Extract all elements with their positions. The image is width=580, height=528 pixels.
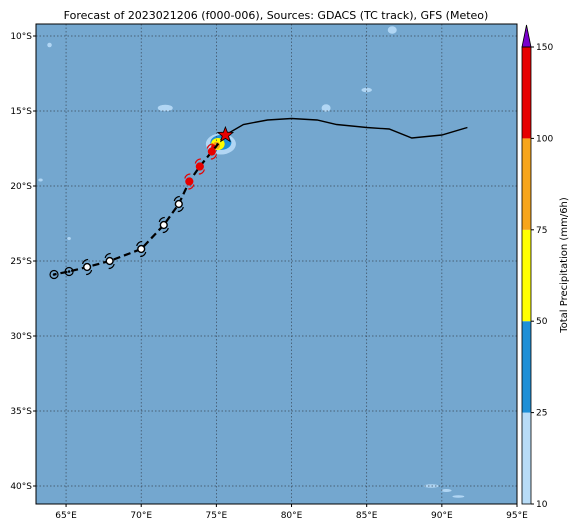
past-track-line — [225, 117, 468, 139]
y-tick-label: 20°S — [10, 182, 32, 192]
x-tick-label: 90°E — [431, 511, 453, 521]
storm-symbol — [158, 216, 169, 234]
storm-symbol-arm — [194, 158, 201, 164]
colorbar-tick-label: 150 — [536, 43, 553, 53]
storm-symbol-arm — [184, 173, 191, 179]
storm-symbol — [184, 173, 195, 190]
forecast-track-line — [53, 134, 227, 276]
colorbar-tick-label: 75 — [536, 226, 547, 236]
current-position-star — [216, 125, 235, 143]
storm-symbol — [173, 195, 184, 213]
x-tick-label: 80°E — [281, 511, 303, 521]
low-symbol — [49, 269, 59, 280]
precip-patch — [38, 178, 43, 182]
storm-symbol-arm — [206, 143, 213, 149]
precip-patch — [452, 495, 465, 498]
ocean-background — [36, 24, 517, 504]
precip-patch — [441, 489, 452, 492]
colorbar-extend-arrow — [521, 24, 532, 48]
storm-symbol-core — [174, 199, 183, 209]
y-tick-label: 30°S — [10, 332, 32, 342]
precip-patch — [423, 484, 439, 488]
storm-symbol-core — [195, 162, 204, 171]
storm-symbol-arm — [136, 240, 143, 247]
storm-symbol-arm — [108, 263, 115, 270]
storm-symbol-arm — [177, 206, 184, 213]
colorbar-segment — [522, 321, 531, 413]
low-symbol-ring — [64, 266, 74, 277]
colorbar-frame — [521, 46, 532, 505]
y-tick-label: 40°S — [10, 482, 32, 492]
storm-symbol — [136, 240, 147, 258]
colorbar-segment — [522, 412, 531, 504]
storm-symbol-arm — [188, 184, 195, 190]
storm-symbol-arm — [104, 252, 111, 259]
x-tick-label: 95°E — [506, 511, 528, 521]
colorbar-tick-label: 100 — [536, 134, 553, 144]
cyclone-tracks — [49, 117, 468, 280]
storm-symbol — [206, 143, 217, 160]
low-symbol-ring — [49, 269, 59, 280]
storm-symbol-arm — [173, 195, 180, 202]
colorbar-label: Total Precipitation (mm/6h) — [559, 197, 570, 334]
x-tick-label: 75°E — [206, 511, 228, 521]
storm-symbol-core — [185, 177, 194, 186]
y-tick-label: 25°S — [10, 257, 32, 267]
storm-symbol-core — [137, 244, 146, 254]
storm-symbol-arm — [140, 251, 147, 258]
colorbar-tick-label: 50 — [536, 317, 548, 327]
map-frame — [35, 23, 518, 505]
low-symbol-dot — [67, 270, 71, 273]
storm-symbol-arm — [198, 169, 205, 175]
precip-patch — [47, 42, 52, 48]
precip-patch — [387, 26, 397, 34]
x-tick-label: 65°E — [55, 511, 77, 521]
precip-patch — [157, 104, 173, 112]
storm-symbol-core — [159, 220, 168, 230]
y-tick-label: 15°S — [10, 107, 32, 117]
colorbar-tick-label: 10 — [536, 500, 548, 510]
storm-symbol-arm — [82, 258, 89, 265]
colorbar-tick-label: 25 — [536, 409, 547, 419]
storm-symbol-arm — [86, 269, 93, 276]
storm-symbol-core — [105, 256, 114, 266]
storm-symbol-arm — [158, 216, 165, 223]
storm-symbol-core — [83, 262, 92, 272]
colorbar-segment — [522, 229, 531, 322]
storm-symbol-arm — [210, 154, 217, 160]
y-axis-ticks: 10°S 15°S 20°S 25°S 30°S 35°S 40°S — [10, 32, 36, 492]
precip-patch — [321, 104, 331, 112]
storm-symbol-arm — [162, 227, 169, 234]
storm-symbol-core — [207, 147, 216, 156]
map-gridlines — [36, 24, 517, 504]
x-tick-label: 70°E — [130, 511, 152, 521]
storm-symbol — [82, 258, 93, 276]
y-tick-label: 10°S — [10, 32, 32, 42]
colorbar-segment — [522, 138, 531, 230]
x-tick-label: 85°E — [356, 511, 378, 521]
colorbar-segment — [522, 47, 531, 139]
storm-symbol — [194, 158, 205, 175]
precip-patch — [67, 237, 71, 240]
x-axis-ticks: 65°E 70°E 75°E 80°E 85°E 90°E 95°E — [55, 504, 528, 521]
colorbar: 10 25 50 75 100 150 — [521, 24, 553, 510]
storm-symbol — [104, 252, 115, 270]
chart-title: Forecast of 2023021206 (f000-006), Sourc… — [64, 9, 489, 22]
y-tick-label: 35°S — [10, 407, 32, 417]
low-symbol-dot — [52, 273, 56, 276]
low-symbol — [64, 266, 74, 277]
precip-patch — [361, 87, 372, 93]
